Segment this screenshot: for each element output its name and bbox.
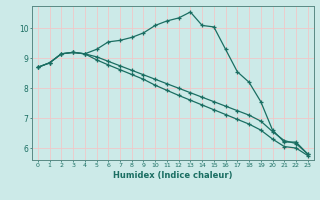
X-axis label: Humidex (Indice chaleur): Humidex (Indice chaleur) [113,171,233,180]
